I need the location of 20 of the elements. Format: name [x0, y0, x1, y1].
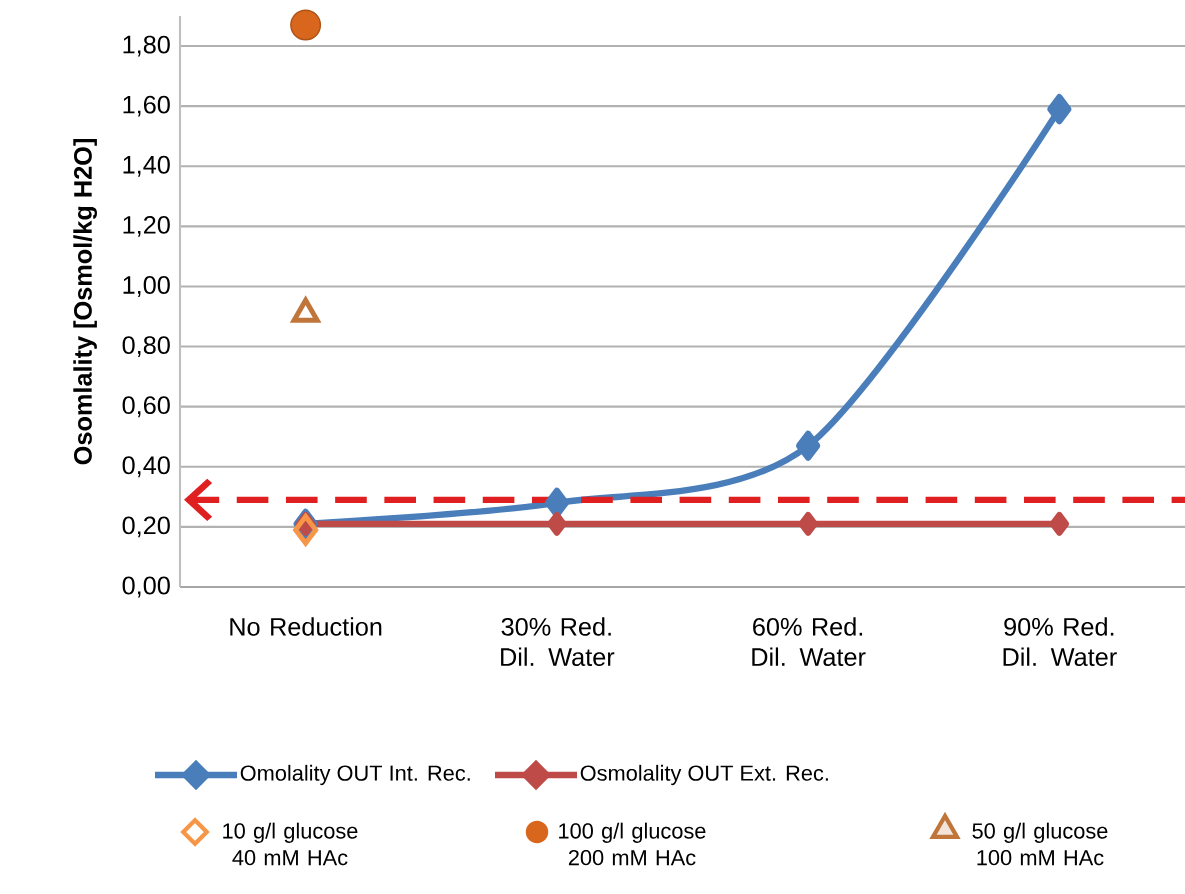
y-tick-label: 0,00	[122, 576, 170, 598]
y-tick-label: 1,40	[123, 155, 170, 177]
x-tick-label: No Reduction	[230, 617, 382, 636]
legend-label: 50 g/l glucose 100 mM HAc	[972, 822, 1108, 866]
y-tick-label: 1,60	[123, 95, 170, 117]
legend-label: 10 g/l glucose 40 mM HAc	[223, 822, 358, 866]
y-tick-label: 1,20	[123, 215, 170, 237]
y-tick-label: 0,80	[122, 336, 170, 358]
y-tick-label: 1,00	[123, 276, 170, 297]
y-tick-label: 0,40	[122, 456, 170, 478]
legend-label: Osmolality OUT Ext. Rec.	[580, 764, 828, 786]
x-tick-label: 30% Red. Dil. Water	[501, 617, 615, 666]
y-tick-label: 0,60	[122, 396, 170, 418]
x-tick-label: 60% Red. Dil. Water	[752, 617, 866, 666]
x-tick-label: 90% Red. Dil. Water	[1003, 617, 1117, 666]
y-tick-label: 1,80	[123, 35, 170, 57]
y-tick-label: 0,20	[122, 516, 170, 538]
legend-label: Omolality OUT Int. Rec.	[240, 764, 470, 786]
legend-label: 100 g/l glucose 200 mM HAc	[559, 822, 706, 866]
y-axis-title: Osomlality [Osmol/kg H2O]	[73, 139, 97, 465]
